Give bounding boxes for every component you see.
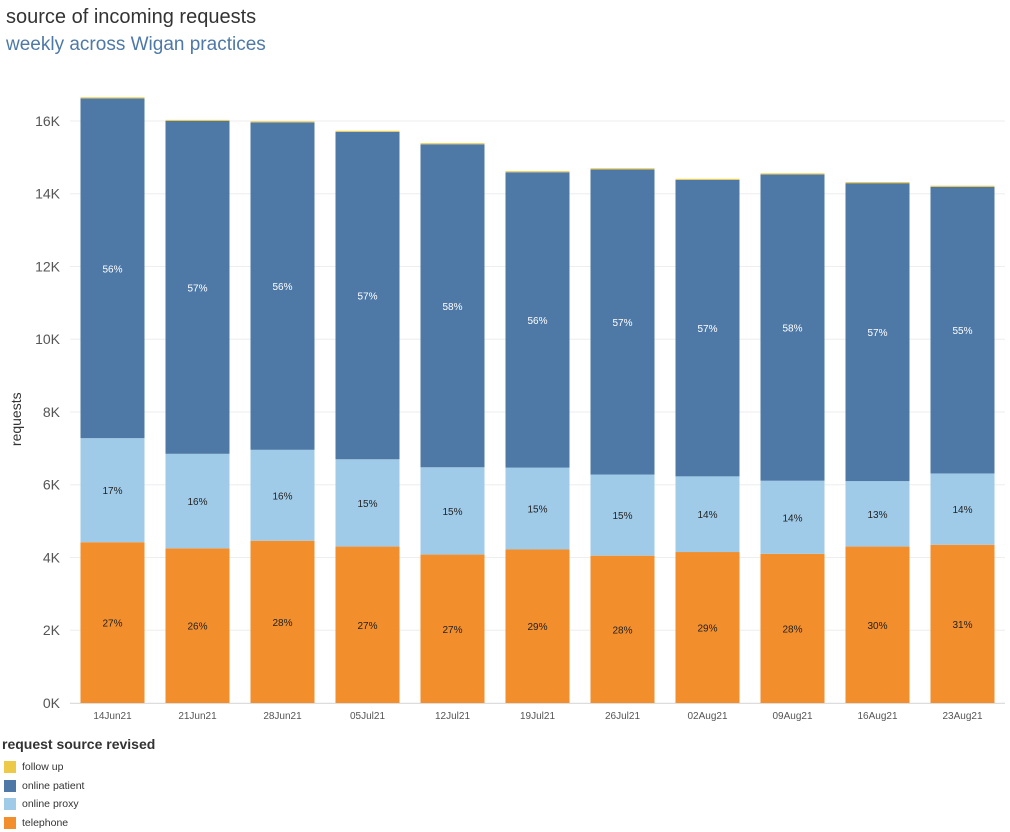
data-label: 57%: [612, 318, 632, 329]
legend-swatch: [4, 817, 16, 829]
bar-segment-follow-up: [506, 171, 570, 172]
data-label: 56%: [102, 264, 122, 275]
y-axis-label: requests: [8, 392, 24, 446]
data-label: 15%: [442, 507, 462, 518]
bar-segment-follow-up: [166, 120, 230, 121]
legend-item-follow-up[interactable]: follow up: [2, 758, 155, 777]
data-label: 27%: [102, 619, 122, 630]
data-label: 29%: [697, 624, 717, 635]
x-tick-label: 21Jun21: [178, 711, 217, 722]
bar-segment-follow-up: [421, 143, 485, 144]
legend-swatch: [4, 780, 16, 792]
legend-title: request source revised: [2, 736, 155, 752]
bar-segment-follow-up: [761, 173, 825, 174]
data-label: 30%: [867, 621, 887, 632]
y-tick-label: 2K: [43, 622, 61, 638]
x-tick-label: 19Jul21: [520, 711, 555, 722]
x-tick-label: 02Aug21: [687, 711, 727, 722]
legend-label: follow up: [22, 761, 63, 773]
data-label: 28%: [782, 624, 802, 635]
data-label: 31%: [952, 620, 972, 631]
bar-segment-follow-up: [251, 121, 315, 122]
x-tick-label: 28Jun21: [263, 711, 302, 722]
stacked-bar-chart: 0K 2K 4K 6K 8K 10K 12K 14K 16K requests 27% 17% 56% 1…: [0, 0, 1010, 735]
data-label: 13%: [867, 510, 887, 521]
x-tick-label: 09Aug21: [772, 711, 812, 722]
bar-segment-follow-up: [931, 186, 995, 187]
data-label: 14%: [782, 513, 802, 524]
data-label: 57%: [867, 328, 887, 339]
legend-label: telephone: [22, 817, 68, 829]
data-label: 27%: [357, 621, 377, 632]
y-tick-label: 0K: [43, 695, 61, 711]
bar-segment-follow-up: [846, 182, 910, 183]
legend-label: online proxy: [22, 798, 79, 810]
legend-item-telephone[interactable]: telephone: [2, 814, 155, 832]
data-label: 56%: [527, 316, 547, 327]
data-label: 57%: [697, 324, 717, 335]
data-label: 16%: [187, 497, 207, 508]
legend-items: follow up online patient online proxy telep…: [2, 758, 155, 832]
data-label: 14%: [697, 510, 717, 521]
data-label: 14%: [952, 505, 972, 516]
legend-item-online-patient[interactable]: online patient: [2, 777, 155, 796]
bar-segment-follow-up: [591, 168, 655, 169]
y-tick-label: 4K: [43, 549, 61, 565]
data-label: 57%: [187, 283, 207, 294]
data-label: 15%: [357, 499, 377, 510]
bar-segment-follow-up: [676, 179, 740, 180]
y-tick-label: 16K: [35, 113, 61, 129]
legend-swatch: [4, 798, 16, 810]
data-label: 29%: [527, 622, 547, 633]
legend-label: online patient: [22, 780, 84, 792]
data-label: 17%: [102, 486, 122, 497]
data-label: 58%: [782, 324, 802, 335]
data-label: 57%: [357, 292, 377, 303]
data-label: 55%: [952, 326, 972, 337]
x-tick-label: 26Jul21: [605, 711, 640, 722]
legend-item-online-proxy[interactable]: online proxy: [2, 795, 155, 814]
data-label: 15%: [527, 505, 547, 516]
data-label: 26%: [187, 622, 207, 633]
y-tick-label: 8K: [43, 404, 61, 420]
y-tick-label: 12K: [35, 258, 61, 274]
data-label: 28%: [612, 625, 632, 636]
x-tick-label: 23Aug21: [942, 711, 982, 722]
bar-segment-follow-up: [336, 131, 400, 132]
x-tick-label: 05Jul21: [350, 711, 385, 722]
data-label: 28%: [272, 618, 292, 629]
bar-segment-follow-up: [81, 97, 145, 98]
legend: request source revised follow up online p…: [2, 736, 155, 832]
data-label: 15%: [612, 511, 632, 522]
legend-swatch: [4, 761, 16, 773]
y-tick-label: 6K: [43, 477, 61, 493]
y-tick-label: 10K: [35, 331, 61, 347]
y-tick-label: 14K: [35, 186, 61, 202]
data-label: 16%: [272, 491, 292, 502]
x-tick-label: 14Jun21: [93, 711, 132, 722]
x-tick-label: 12Jul21: [435, 711, 470, 722]
x-tick-label: 16Aug21: [857, 711, 897, 722]
data-label: 56%: [272, 282, 292, 293]
data-label: 58%: [442, 302, 462, 313]
data-label: 27%: [442, 625, 462, 636]
